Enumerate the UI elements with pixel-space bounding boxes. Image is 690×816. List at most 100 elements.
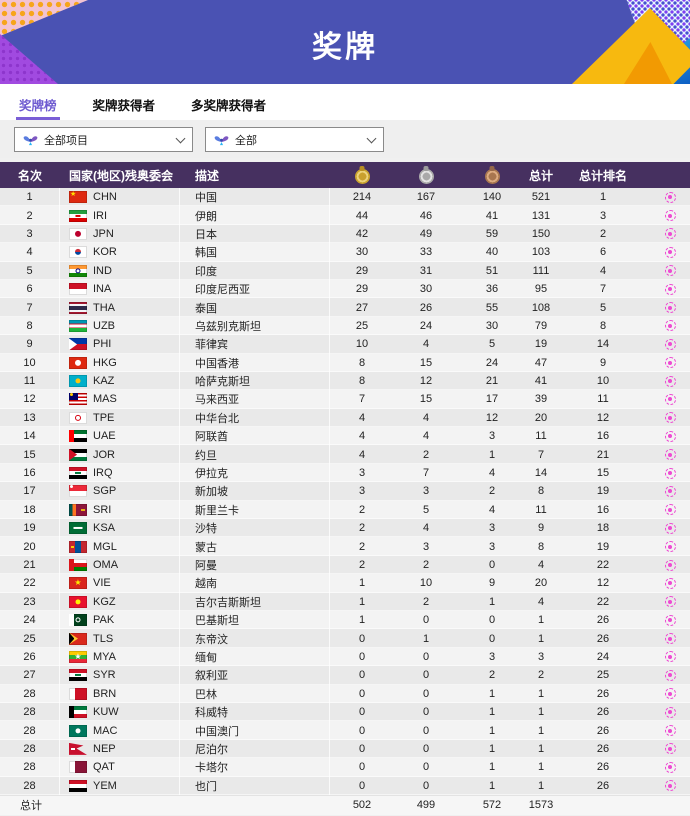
noc-code: MGL: [93, 540, 117, 553]
gold-count-cell: 30: [355, 246, 369, 259]
noc-code: TPE: [93, 411, 115, 424]
npc-cell: THA: [60, 298, 180, 317]
noc-code: VIE: [93, 577, 111, 590]
detail-target-icon[interactable]: [664, 688, 676, 700]
total-rank-cell: 18: [596, 522, 610, 535]
detail-target-icon[interactable]: [664, 320, 676, 332]
medal-filter-select[interactable]: 全部: [205, 127, 384, 152]
npc-cell: JPN: [60, 224, 180, 244]
detail-target-icon[interactable]: [664, 761, 676, 773]
gold-count-cell: 8: [358, 356, 366, 369]
detail-target-icon[interactable]: [664, 467, 676, 479]
silver-count-cell: 0: [422, 761, 430, 774]
detail-target-icon[interactable]: [664, 559, 676, 571]
filter-bar: 全部项目 全部: [0, 120, 690, 158]
description-cell: 印度尼西亚: [180, 279, 330, 299]
noc-code: KAZ: [93, 375, 115, 388]
silver-count-cell: 0: [422, 706, 430, 719]
description-cell: 阿联酋: [180, 427, 330, 446]
gold-count-cell: 2: [358, 540, 366, 553]
silver-count-cell: 46: [419, 209, 433, 222]
bronze-count-cell: 3: [488, 522, 496, 535]
total-count-cell: 3: [537, 650, 545, 663]
detail-target-icon[interactable]: [664, 283, 676, 295]
country-flag-icon: [69, 485, 87, 498]
silver-medal-icon: [418, 169, 434, 184]
total-rank-cell: 16: [596, 430, 610, 443]
country-flag-icon: [69, 742, 87, 755]
total-rank-cell: 11: [597, 393, 609, 406]
rank-cell: 28: [0, 702, 60, 722]
total-count-cell: 95: [534, 283, 548, 296]
detail-target-icon[interactable]: [664, 504, 676, 516]
total-count-cell: 1: [537, 614, 545, 627]
detail-target-icon[interactable]: [664, 246, 676, 258]
country-flag-icon: [69, 559, 87, 571]
detail-target-icon[interactable]: [664, 228, 676, 240]
gold-count-cell: 0: [358, 687, 366, 700]
noc-code: UAE: [93, 430, 116, 443]
detail-target-icon[interactable]: [664, 743, 676, 755]
detail-target-icon[interactable]: [664, 651, 676, 663]
description-cell: 也门: [180, 776, 330, 795]
silver-count-cell: 33: [419, 246, 433, 259]
detail-target-icon[interactable]: [664, 302, 676, 314]
detail-target-icon[interactable]: [664, 522, 676, 534]
detail-target-icon[interactable]: [664, 633, 676, 645]
table-body: 1 ★ CHN 中国 214 167 140 521 1 2 IRI 伊朗 44…: [0, 188, 690, 795]
total-rank-cell: 26: [596, 706, 610, 719]
table-row: 26 ★ MYA 缅甸 0 0 3 3 24: [0, 647, 690, 667]
detail-target-icon[interactable]: [664, 541, 676, 553]
header-total: 总计: [528, 168, 553, 183]
detail-target-icon[interactable]: [664, 338, 676, 350]
mascot-logo-icon: [23, 133, 38, 146]
tab-bar: 奖牌榜 奖牌获得者 多奖牌获得者: [0, 84, 690, 120]
rank-cell: 6: [0, 279, 60, 299]
detail-target-icon[interactable]: [664, 780, 676, 792]
noc-code: MAC: [93, 724, 118, 737]
detail-target-icon[interactable]: [664, 449, 676, 461]
table-row: 8 UZB 乌兹别克斯坦 25 24 30 79 8: [0, 316, 690, 336]
tab-medallists[interactable]: 奖牌获得者: [92, 99, 156, 113]
detail-target-icon[interactable]: [664, 393, 676, 405]
rank-cell: 3: [0, 224, 60, 244]
country-flag-icon: [69, 301, 87, 314]
detail-target-icon[interactable]: [664, 485, 676, 497]
rank-cell: 5: [0, 261, 60, 280]
npc-cell: TLS: [60, 629, 180, 648]
detail-target-icon[interactable]: [664, 577, 676, 589]
detail-target-icon[interactable]: [664, 412, 676, 424]
total-count-cell: 1: [537, 761, 545, 774]
country-flag-icon: [69, 467, 87, 480]
table-row: 22 ★ VIE 越南 1 10 9 20 12: [0, 574, 690, 593]
gold-count-cell: 29: [355, 283, 369, 296]
tab-multi-medallists[interactable]: 多奖牌获得者: [191, 99, 267, 113]
detail-target-icon[interactable]: [664, 614, 676, 626]
detail-target-icon[interactable]: [664, 210, 676, 222]
npc-cell: MAC: [60, 721, 180, 740]
country-flag-icon: ★: [69, 191, 87, 204]
event-filter-select[interactable]: 全部项目: [14, 127, 193, 152]
rank-cell: 21: [0, 555, 60, 575]
detail-target-icon[interactable]: [664, 706, 676, 718]
bronze-count-cell: 59: [485, 227, 499, 240]
detail-target-icon[interactable]: [664, 191, 676, 203]
npc-cell: MGL: [60, 537, 180, 556]
header-rank: 名次: [17, 168, 42, 183]
table-footer-row: 总计 502 499 572 1573: [0, 794, 690, 815]
detail-target-icon[interactable]: [664, 375, 676, 387]
silver-count-cell: 24: [419, 319, 433, 332]
detail-target-icon[interactable]: [664, 725, 676, 737]
total-rank-cell: 26: [596, 687, 610, 700]
detail-target-icon[interactable]: [664, 430, 676, 442]
npc-cell: MAS: [60, 390, 180, 409]
detail-target-icon[interactable]: [664, 357, 676, 369]
medal-filter-value: 全部: [235, 134, 257, 147]
rank-cell: 19: [0, 519, 60, 538]
country-flag-icon: [69, 264, 87, 277]
description-cell: 中国澳门: [180, 721, 330, 740]
tab-medal-standings[interactable]: 奖牌榜: [16, 95, 60, 120]
detail-target-icon[interactable]: [664, 669, 676, 681]
detail-target-icon[interactable]: [664, 265, 676, 277]
detail-target-icon[interactable]: [664, 596, 676, 608]
